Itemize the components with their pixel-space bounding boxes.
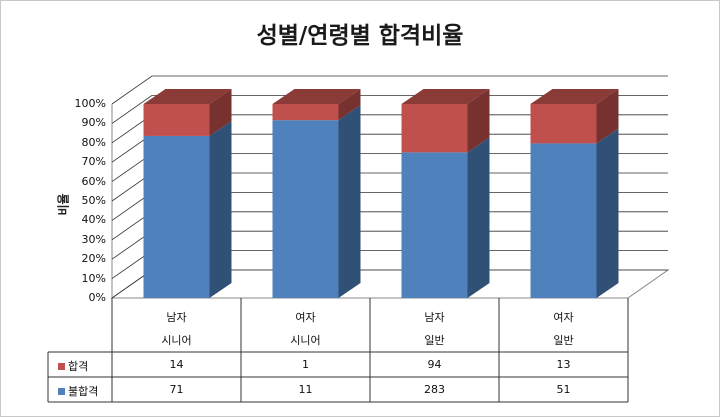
bar-pass-0-top bbox=[143, 89, 232, 104]
bar-pass-1-side bbox=[338, 89, 361, 121]
bar-pass-0-side bbox=[209, 89, 232, 136]
x-tick-label: 일반 bbox=[553, 334, 574, 347]
bar-fail-0-side bbox=[209, 120, 232, 298]
bar-pass-3-side bbox=[596, 89, 619, 144]
data-label: 94 bbox=[427, 358, 442, 371]
y-tick-label: 90% bbox=[81, 116, 106, 130]
y-tick-label: 60% bbox=[81, 174, 106, 188]
data-label: 1 bbox=[302, 358, 309, 371]
x-tick-label: 일반 bbox=[424, 334, 445, 347]
y-tick-label: 80% bbox=[81, 135, 106, 149]
x-tick-label: 남자 bbox=[166, 311, 187, 324]
back-wall bbox=[112, 76, 668, 298]
x-tick-label: 시니어 bbox=[161, 334, 192, 347]
bar-fail-3 bbox=[530, 143, 597, 298]
bar-fail-1-side bbox=[338, 105, 361, 299]
y-tick-label: 0% bbox=[88, 291, 106, 304]
data-label: 14 bbox=[169, 358, 184, 371]
legend-label: 합격 bbox=[68, 360, 89, 373]
x-tick-label: 여자 bbox=[553, 311, 574, 324]
legend-entry: 불합격 bbox=[58, 383, 98, 399]
bar-fail-2 bbox=[401, 152, 468, 298]
y-tick-label: 40% bbox=[81, 213, 106, 227]
bar-fail-1 bbox=[272, 120, 339, 299]
bar-pass-2 bbox=[401, 104, 468, 153]
bar-pass-3 bbox=[530, 104, 597, 144]
gridline bbox=[111, 95, 668, 124]
x-tick-label: 시니어 bbox=[290, 334, 321, 347]
data-label: 283 bbox=[424, 383, 445, 396]
bar-pass-2-side bbox=[467, 89, 490, 153]
bar-fail-0 bbox=[143, 135, 210, 298]
y-tick-label: 100% bbox=[74, 97, 106, 110]
legend-swatch bbox=[58, 362, 65, 370]
y-tick-label: 20% bbox=[81, 252, 106, 266]
data-label: 11 bbox=[298, 383, 313, 396]
data-label: 13 bbox=[556, 358, 571, 371]
bar-pass-3-top bbox=[530, 89, 619, 104]
bar-pass-0 bbox=[143, 104, 210, 136]
x-tick-label: 남자 bbox=[424, 311, 445, 324]
data-label: 51 bbox=[556, 383, 571, 396]
bar-pass-1 bbox=[272, 104, 339, 121]
bar-fail-3-side bbox=[596, 128, 619, 298]
chart-title: 성별/연령별 합격비율 bbox=[256, 23, 464, 49]
legend-swatch bbox=[58, 387, 65, 395]
legend-label: 불합격 bbox=[68, 385, 99, 398]
legend-entry: 합격 bbox=[58, 358, 88, 374]
gridline bbox=[111, 75, 668, 105]
y-tick-label: 70% bbox=[81, 155, 106, 169]
x-tick-label: 여자 bbox=[295, 311, 316, 324]
bar-pass-2-top bbox=[401, 89, 490, 104]
y-tick-label: 50% bbox=[81, 194, 106, 207]
bar-pass-1-top bbox=[272, 89, 361, 104]
y-tick-label: 10% bbox=[81, 271, 106, 285]
bar-fail-2-side bbox=[467, 137, 490, 298]
data-label: 71 bbox=[169, 383, 184, 396]
y-tick-label: 30% bbox=[81, 232, 106, 246]
